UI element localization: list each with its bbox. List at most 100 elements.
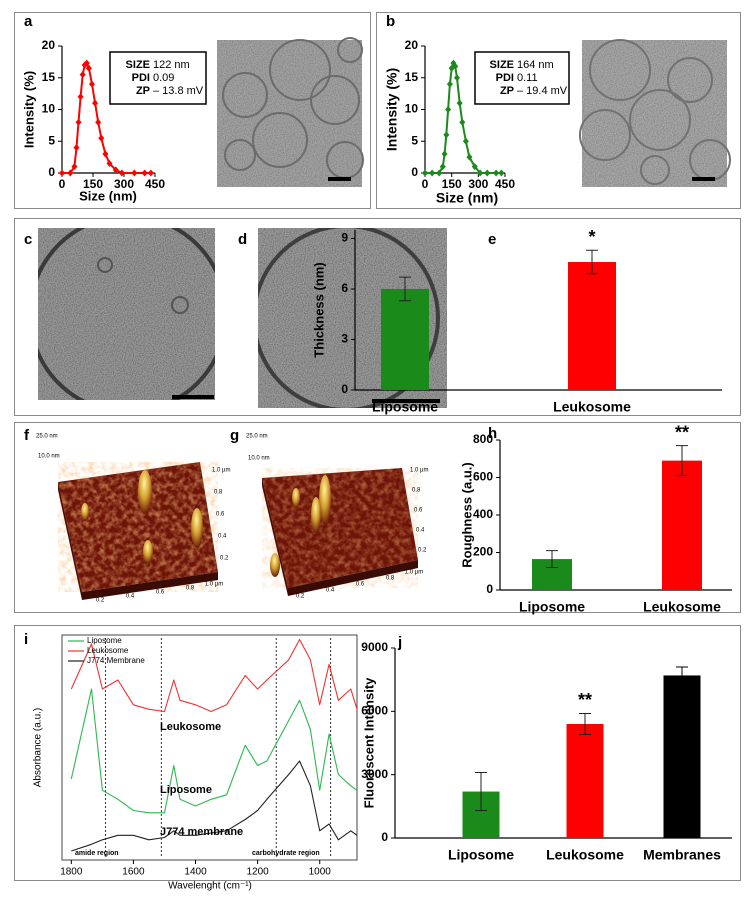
chart: 0 5 10 15 20 0 150 300 450 Intensity (%) Size (nm)… bbox=[384, 38, 570, 206]
error-bar bbox=[579, 712, 591, 736]
x-tick-label: 450 bbox=[495, 177, 515, 191]
y-tick-label: 10 bbox=[42, 102, 56, 116]
afm-tick-label: 0.6 bbox=[356, 582, 365, 588]
afm-tick-label: 1.0 µm bbox=[205, 582, 223, 588]
y-tick-label: 0 bbox=[411, 165, 418, 179]
x-tick-label: Leukosome bbox=[546, 847, 624, 863]
afm-tick-label: 1.0 µm bbox=[410, 468, 428, 474]
bar bbox=[381, 288, 429, 390]
afm-tick-label: 0.8 bbox=[412, 488, 421, 494]
data-marker bbox=[471, 163, 478, 171]
y-tick-label: 800 bbox=[473, 432, 493, 446]
x-tick-label: 1600 bbox=[122, 867, 145, 878]
data-marker bbox=[429, 169, 436, 177]
data-marker bbox=[118, 169, 125, 177]
tem-image-a bbox=[217, 37, 364, 187]
y-tick-label: 0 bbox=[486, 582, 493, 596]
info-value: 122 nm bbox=[153, 59, 190, 71]
significance-label: ** bbox=[675, 422, 689, 442]
afm-tick-label: 0.4 bbox=[326, 588, 335, 594]
panel-label: j bbox=[397, 634, 402, 651]
y-tick-label: 20 bbox=[405, 38, 419, 52]
legend-label: Liposome bbox=[87, 636, 122, 645]
data-marker bbox=[98, 134, 105, 142]
y-tick-label: 9000 bbox=[361, 640, 388, 654]
x-tick-label: Liposome bbox=[372, 399, 438, 415]
data-marker bbox=[484, 169, 491, 177]
data-marker bbox=[477, 169, 484, 177]
afm-tick-label: 0.8 bbox=[186, 586, 195, 592]
y-tick-label: 5 bbox=[48, 133, 55, 147]
data-marker bbox=[498, 169, 505, 177]
chart: 0 3 6 9 Thickness (nm) Liposome Leukosome * bbox=[311, 227, 722, 415]
afm-image-f bbox=[58, 462, 218, 600]
error-bar bbox=[399, 276, 411, 302]
data-marker bbox=[77, 93, 84, 101]
data-marker bbox=[439, 163, 446, 171]
y-tick-label: 3000 bbox=[361, 767, 388, 781]
x-tick-label: 300 bbox=[114, 177, 134, 191]
panel-label: c bbox=[24, 231, 32, 248]
panel-label: d bbox=[238, 231, 247, 248]
y-tick-label: 600 bbox=[473, 470, 493, 484]
y-tick-label: 6000 bbox=[361, 704, 388, 718]
data-marker bbox=[441, 150, 448, 158]
data-marker bbox=[81, 61, 88, 69]
info-box bbox=[474, 51, 570, 105]
panel-label: g bbox=[230, 427, 239, 444]
bar bbox=[568, 262, 616, 390]
data-marker bbox=[493, 169, 500, 177]
panel-label: b bbox=[386, 13, 395, 30]
significance-label: ** bbox=[578, 690, 592, 710]
spectrum-annotation: Leukosome bbox=[160, 721, 221, 733]
y-tick-label: 400 bbox=[473, 507, 493, 521]
afm-tick-label: 0.8 bbox=[214, 490, 223, 496]
panel-label: a bbox=[24, 13, 33, 30]
data-marker bbox=[83, 59, 90, 67]
y-tick-label: 200 bbox=[473, 545, 493, 559]
data-marker bbox=[462, 137, 469, 145]
afm-tick-label: 1.0 µm bbox=[405, 570, 423, 576]
data-marker bbox=[95, 118, 102, 126]
y-tick-label: 15 bbox=[42, 70, 56, 84]
x-tick-label: 1400 bbox=[184, 867, 207, 878]
y-tick-label: 9 bbox=[341, 231, 348, 245]
data-marker bbox=[79, 71, 86, 79]
chart: 1800 1600 1400 1200 1000 Absorbance (a.u.) Wav… bbox=[33, 634, 358, 892]
y-tick-label: 10 bbox=[405, 102, 419, 116]
afm-tick-label: 1.0 µm bbox=[212, 468, 230, 474]
bar bbox=[566, 724, 604, 838]
info-value: 0.11 bbox=[517, 72, 538, 84]
y-axis-label: Roughness (a.u.) bbox=[459, 462, 474, 567]
data-marker bbox=[443, 131, 450, 139]
x-tick-label: 150 bbox=[442, 177, 462, 191]
afm-tick-label: 0.8 bbox=[386, 576, 395, 582]
data-marker bbox=[436, 169, 443, 177]
data-marker bbox=[466, 153, 473, 161]
panel-label: f bbox=[24, 427, 30, 444]
y-tick-label: 0 bbox=[341, 382, 348, 396]
data-marker bbox=[88, 80, 95, 88]
data-marker bbox=[452, 62, 459, 70]
data-marker bbox=[112, 166, 119, 174]
x-tick-label: 1000 bbox=[309, 867, 332, 878]
afm-tick-label: 0.2 bbox=[418, 548, 427, 554]
y-axis-label: Thickness (nm) bbox=[311, 262, 326, 357]
data-marker bbox=[131, 169, 138, 177]
afm-z-label: 10.0 nm bbox=[38, 454, 60, 460]
y-axis-label: Fluorescent Intensity bbox=[361, 677, 376, 809]
x-tick-label: Leukosome bbox=[643, 599, 721, 615]
x-tick-label: 0 bbox=[59, 177, 66, 191]
afm-z-label: 10.0 nm bbox=[248, 456, 270, 462]
afm-tick-label: 0.4 bbox=[218, 534, 227, 540]
legend-label: Leukosome bbox=[87, 646, 129, 655]
x-tick-label: Liposome bbox=[519, 599, 585, 615]
afm-tick-label: 0.6 bbox=[216, 512, 225, 518]
info-key: SIZE bbox=[126, 59, 150, 71]
y-axis-label: Intensity (%) bbox=[21, 71, 36, 148]
y-axis-label: Intensity (%) bbox=[384, 68, 400, 151]
data-marker bbox=[92, 99, 99, 107]
afm-tick-label: 0.2 bbox=[220, 556, 229, 562]
data-marker bbox=[73, 144, 80, 152]
